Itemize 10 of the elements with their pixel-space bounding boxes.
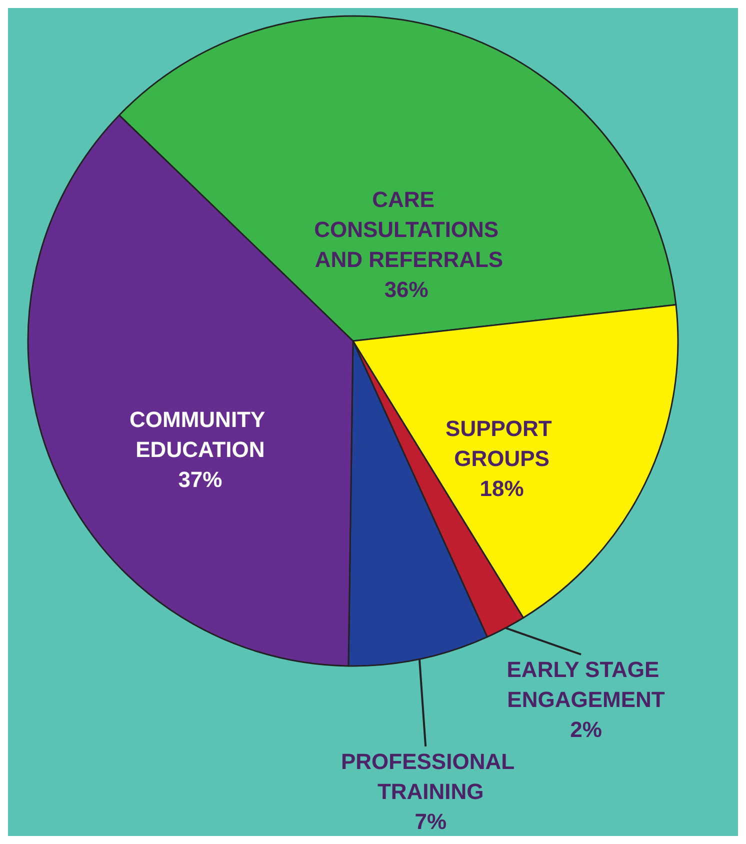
data-label: 37% (178, 467, 222, 492)
data-label: 18% (480, 476, 524, 502)
slice-label: PROFESSIONAL TRAINING (340, 748, 520, 804)
slice-label: EARLY STAGE ENGAGEMENT (506, 656, 666, 712)
data-label: 2% (570, 716, 602, 742)
data-label: 7% (414, 808, 446, 834)
data-label: 36% (384, 276, 428, 302)
slice-label: SUPPORT GROUPS (446, 416, 558, 472)
slice-label: COMMUNITY EDUCATION (130, 407, 271, 462)
slice-label: CARE CONSULTATIONS AND REFERRALS (310, 186, 504, 272)
